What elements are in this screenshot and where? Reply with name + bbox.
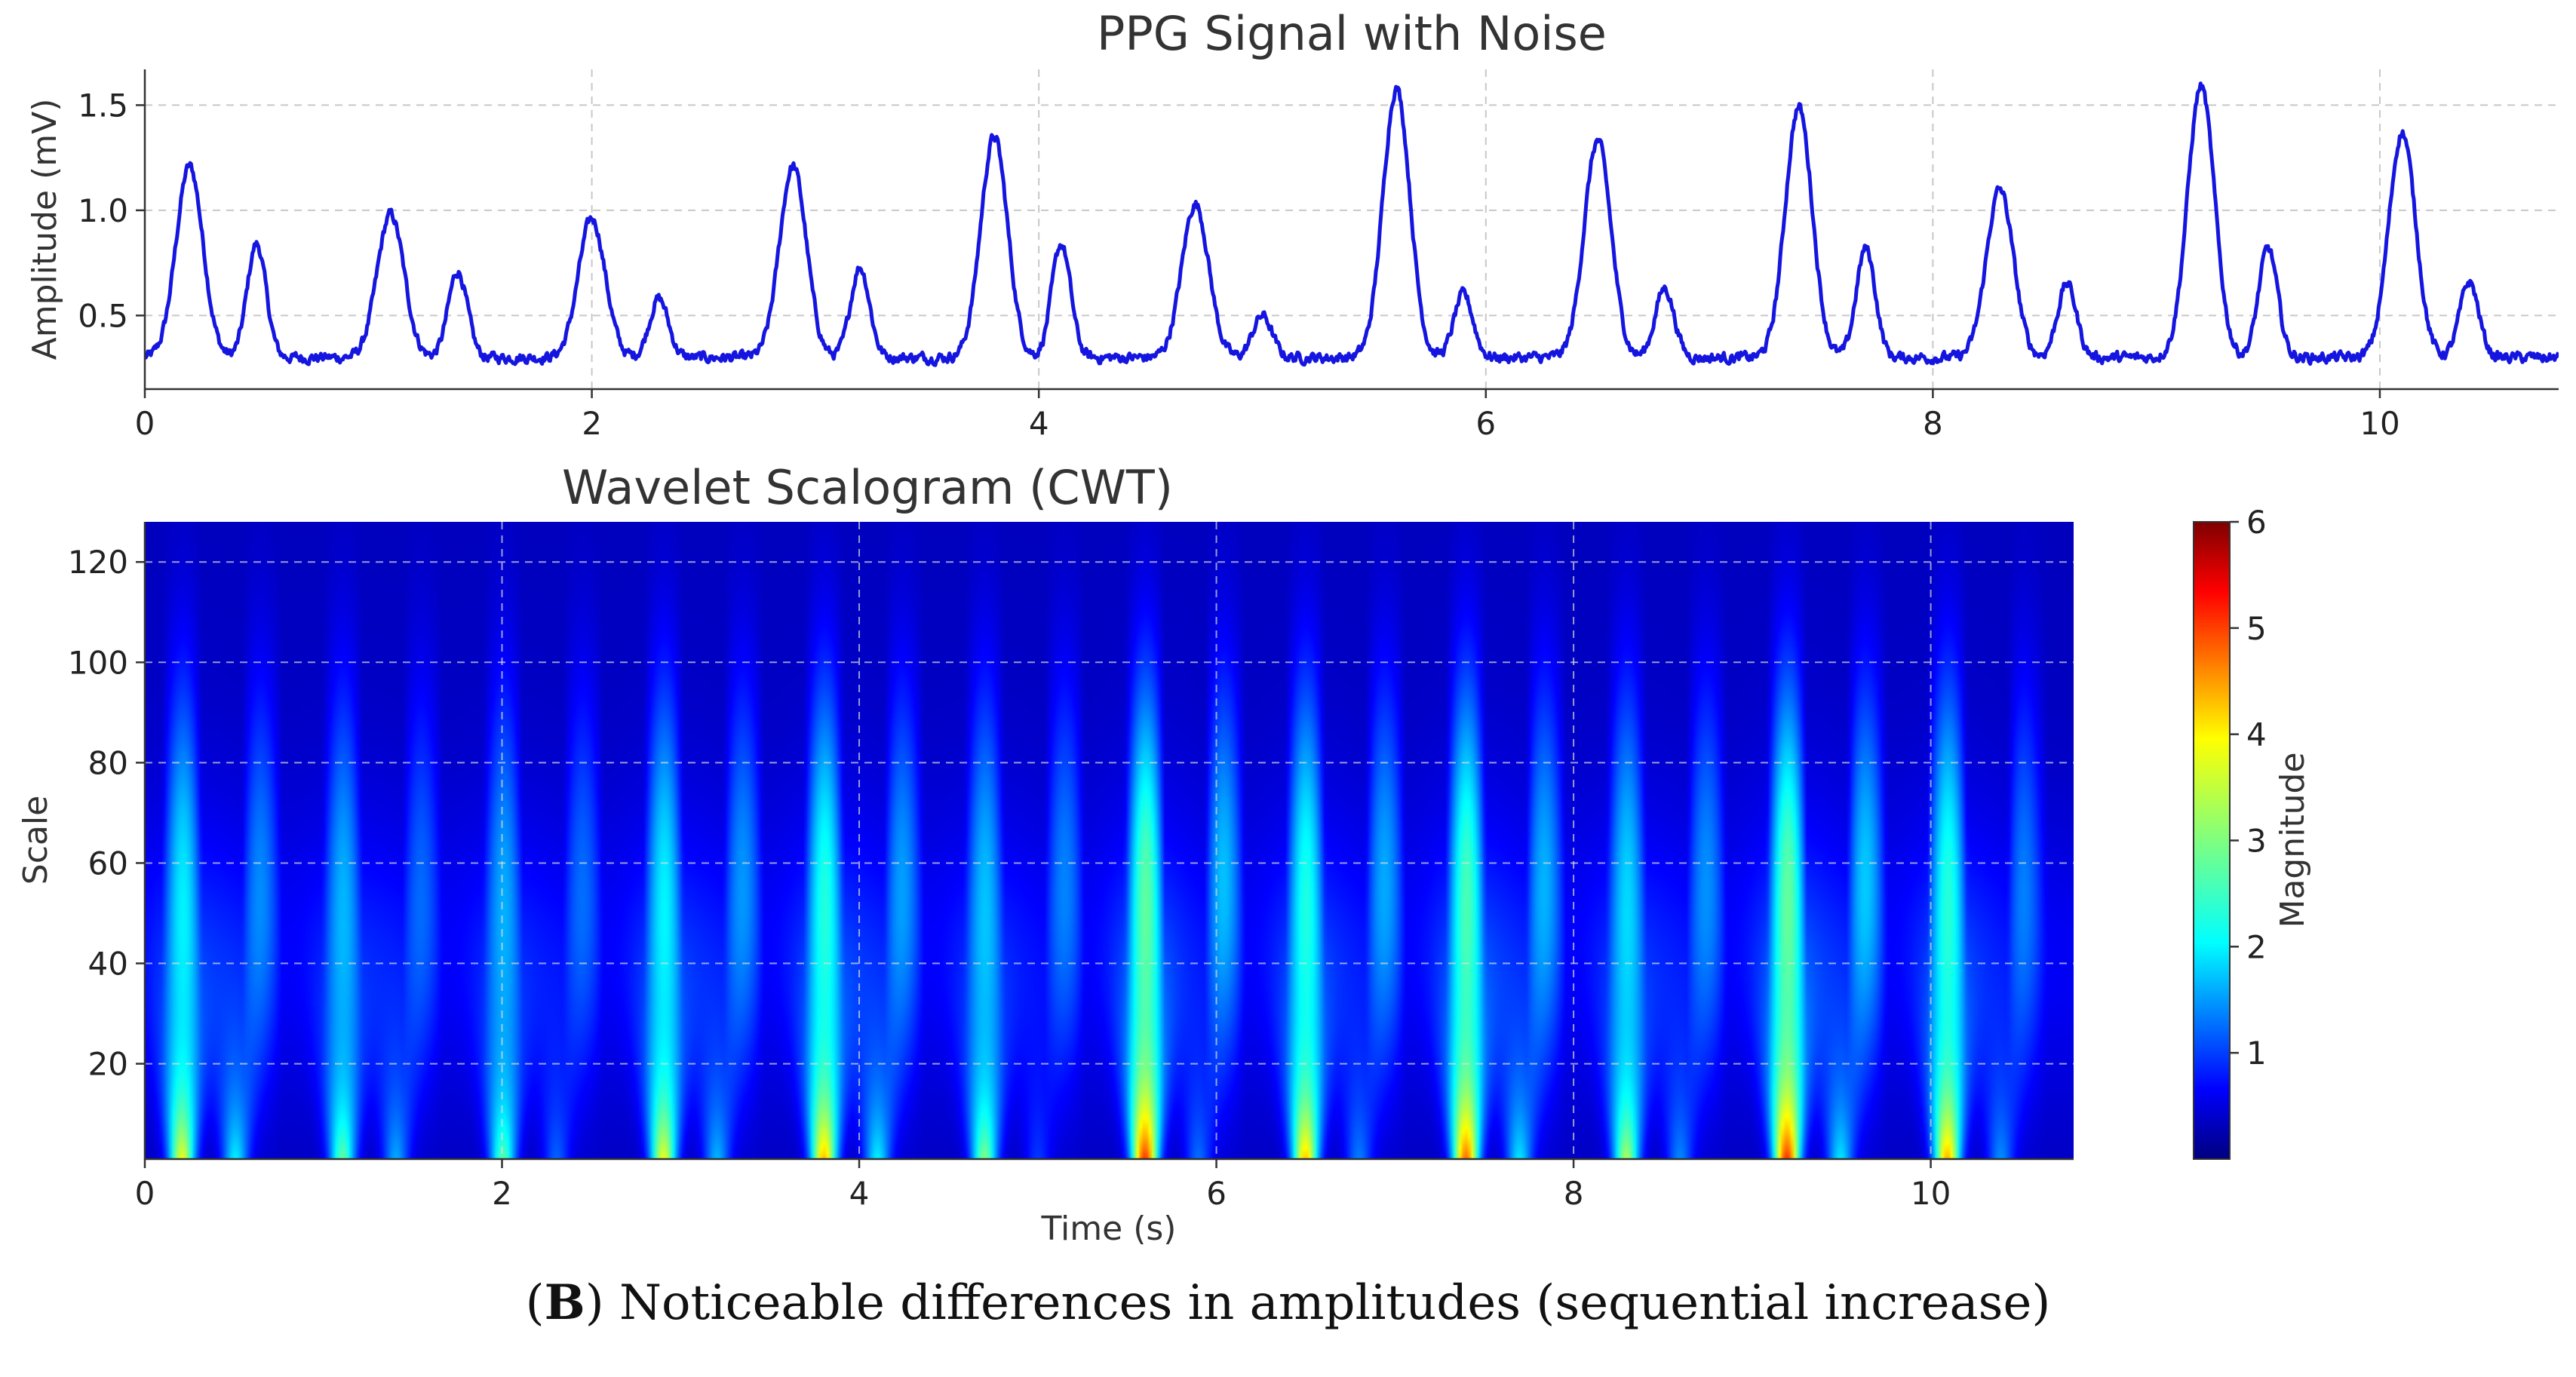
ppg-y-axis-label: Amplitude (mV) bbox=[26, 99, 64, 360]
scalogram-title: Wavelet Scalogram (CWT) bbox=[562, 460, 1173, 515]
colorbar-label: Magnitude bbox=[2274, 752, 2312, 928]
scalogram-grid bbox=[145, 522, 2074, 1159]
figure-caption: (B) Noticeable differences in amplitudes… bbox=[525, 1274, 2051, 1331]
caption-letter: B bbox=[544, 1274, 585, 1331]
ppg-y-tick-label: 0.5 bbox=[78, 297, 128, 334]
ppg-panel: PPG Signal with Noise 0 2 4 6 8 10 0.51.01.5 … bbox=[26, 6, 2559, 442]
ppg-grid bbox=[145, 69, 2559, 389]
scalogram-x-tick-label: 6 bbox=[1206, 1175, 1227, 1212]
ppg-x-tick-label: 4 bbox=[1029, 405, 1049, 442]
colorbar-tick-label: 4 bbox=[2246, 716, 2267, 753]
scalogram-x-tick-label: 0 bbox=[135, 1175, 155, 1212]
colorbar-ticks: 1 2 3 4 5 6 bbox=[2230, 504, 2267, 1072]
ppg-x-tick-label: 8 bbox=[1923, 405, 1943, 442]
scalogram-x-ticks: 0 2 4 6 8 10 bbox=[135, 1159, 1951, 1212]
colorbar-tick-label: 5 bbox=[2246, 610, 2267, 647]
colorbar-gradient bbox=[2193, 521, 2231, 1160]
scalogram-x-tick-label: 4 bbox=[849, 1175, 870, 1212]
scalogram-y-axis-label: Scale bbox=[17, 796, 55, 885]
scalogram-y-tick-label: 80 bbox=[88, 744, 128, 781]
colorbar-tick-label: 2 bbox=[2246, 928, 2267, 965]
ppg-y-tick-label: 1.5 bbox=[78, 87, 128, 124]
ppg-y-tick-label: 1.0 bbox=[78, 192, 128, 229]
scalogram-y-tick-label: 20 bbox=[88, 1046, 128, 1083]
ppg-x-ticks: 0 2 4 6 8 10 bbox=[135, 389, 2400, 442]
scalogram-y-tick-label: 120 bbox=[68, 544, 128, 581]
scalogram-y-ticks: 20 40 60 80 100 120 bbox=[68, 544, 145, 1083]
scalogram-y-tick-label: 40 bbox=[88, 946, 128, 983]
scalogram-x-axis-label: Time (s) bbox=[1041, 1210, 1177, 1248]
colorbar: 1 2 3 4 5 6 Magnitude bbox=[2193, 504, 2312, 1160]
ppg-x-tick-label: 2 bbox=[582, 405, 602, 442]
colorbar-tick-label: 6 bbox=[2246, 504, 2267, 541]
caption-text: ) Noticeable differences in amplitudes (… bbox=[585, 1275, 2051, 1331]
scalogram-y-tick-label: 100 bbox=[68, 644, 128, 681]
ppg-x-tick-label: 6 bbox=[1475, 405, 1496, 442]
ppg-title: PPG Signal with Noise bbox=[1097, 6, 1607, 61]
ppg-x-tick-label: 10 bbox=[2360, 405, 2399, 442]
ppg-axes bbox=[143, 69, 2559, 391]
scalogram-x-tick-label: 10 bbox=[1911, 1175, 1951, 1212]
scalogram-x-tick-label: 2 bbox=[492, 1175, 512, 1212]
scalogram-heatmap bbox=[145, 522, 2074, 1159]
scalogram-x-tick-label: 8 bbox=[1564, 1175, 1584, 1212]
ppg-signal-line bbox=[145, 81, 2559, 367]
colorbar-tick-label: 3 bbox=[2246, 823, 2267, 860]
ppg-y-ticks: 0.5 1.0 1.5 bbox=[78, 87, 145, 334]
scalogram-y-tick-label: 60 bbox=[88, 845, 128, 882]
scalogram-panel: Wavelet Scalogram (CWT) 0 2 4 6 8 10 20 40 60 80… bbox=[17, 460, 2074, 1248]
colorbar-tick-label: 1 bbox=[2246, 1035, 2267, 1072]
ppg-x-tick-label: 0 bbox=[135, 405, 155, 442]
